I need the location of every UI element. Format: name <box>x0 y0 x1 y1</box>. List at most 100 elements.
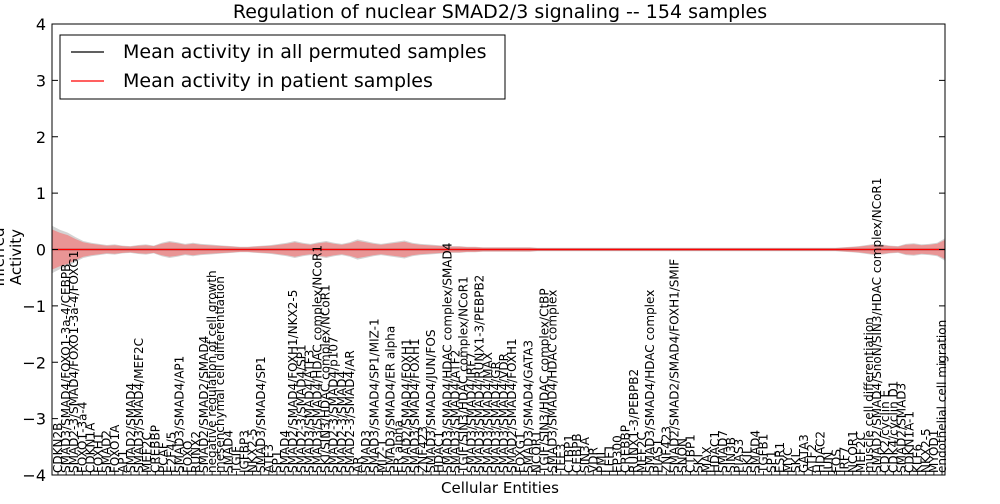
x-tick-label: IRF7 <box>838 447 852 473</box>
x-tick-label: ER alpha <box>392 420 406 473</box>
x-tick-label: CDKN2B <box>51 423 65 473</box>
x-tick-label: CREBBP <box>148 425 162 473</box>
x-tick-label: FOXO1A <box>108 424 122 473</box>
x-tick-label: SMAD2-3/SMAD4 <box>335 371 349 473</box>
x-tick-label: ESR1 <box>773 442 787 473</box>
x-tick-label: SMAD3/SMAD4/JUN/FOS <box>424 329 438 473</box>
y-axis-label: Inferred Activity <box>0 227 25 287</box>
x-axis-label: Cellular Entities <box>441 479 559 497</box>
x-tick-label: HDAC2 <box>813 431 827 473</box>
x-tick-label: mesenchymal cell differentiation <box>213 276 227 473</box>
x-tick-label: LEF1 <box>603 444 617 473</box>
x-tick-label: TGFB1 <box>757 434 771 474</box>
x-tick-label: NKX2-5 <box>246 428 260 473</box>
x-tick-label: SMAD3/SMAD4/ER alpha <box>384 326 398 473</box>
x-tick-label: SMAD3/SMAD4/VDR <box>497 353 511 473</box>
x-tick-label: IGFBP3 <box>238 430 252 473</box>
x-tick-label: JUN <box>822 452 836 474</box>
x-tick-label: HDAC1 <box>708 431 722 473</box>
x-tick-label: MEF2C <box>854 432 868 473</box>
x-tick-label: SMAD3/SMAD4/IRF7 <box>465 352 479 473</box>
x-tick-label: CTBP1 <box>684 434 698 473</box>
x-tick-label: FOXH1 <box>92 433 106 473</box>
y-tick-label: −2 <box>22 353 46 372</box>
x-tick-label: ZNF423 <box>659 426 673 473</box>
x-tick-label: SMAD3/SMAD4/SP1/MIZ-1 <box>367 318 381 473</box>
y-tick-label: 3 <box>36 71 46 90</box>
x-tick-label: muscle cell differentiation <box>862 317 876 473</box>
x-tick-label: AP1 <box>116 450 130 473</box>
x-tick-label: SKI <box>789 454 803 473</box>
x-tick-label: SMAD2-3/SMAD4/AR <box>343 350 357 473</box>
x-tick-label: SMAD7 <box>716 430 730 473</box>
x-tick-label: SP1 <box>270 451 284 474</box>
x-tick-label: SMAD4 <box>749 430 763 473</box>
x-tick-label: FOXG1 <box>513 432 527 473</box>
x-tick-label: CDK4/cyclin D1 <box>886 381 900 473</box>
x-tick-label: PCAF <box>156 442 170 473</box>
x-tick-label: TGIF/SIN3/HDAC complex/NCoR1 <box>457 276 471 474</box>
x-tick-label: SMAD2 <box>100 430 114 473</box>
plot-frame <box>51 23 946 476</box>
x-tick-label: SMAD3 <box>359 430 373 473</box>
x-tick-label: SKI <box>692 454 706 473</box>
x-tick-label: MIZ-1 <box>375 439 389 473</box>
x-tick-label: NCOR1 <box>530 430 544 473</box>
x-tick-label: SNON <box>676 438 690 473</box>
x-tick-label: VDR <box>586 447 600 473</box>
x-tick-label: SMAD2/SMAD2/SMAD4/FOXH1/SMIF <box>667 259 681 473</box>
x-tick-label: SMAD2/SMAD4/FOXH1 <box>505 338 519 473</box>
x-tick-label: MYOD1 <box>927 430 941 473</box>
x-tick-label: SMAD3/SMAD4/HDAC complex <box>546 290 560 473</box>
y-tick-label: −1 <box>22 297 46 316</box>
legend-box <box>59 34 506 100</box>
x-tick-label: SMAD3/SMAD4/HDAC complex/SMAD4 <box>440 243 454 473</box>
y-tick-label: −3 <box>22 410 46 429</box>
x-tick-label: SIN3B <box>724 437 738 473</box>
x-tick-label: MYC <box>781 448 795 473</box>
y-tick-label: 0 <box>36 241 46 260</box>
x-tick-label: SMAD2/SMAD2/SMAD4 <box>197 336 211 473</box>
x-tick-label: FOS <box>830 449 844 473</box>
x-tick-label: SMAD3/SMAD4/AP1 <box>173 356 187 473</box>
x-tick-label: TGIF <box>229 446 243 474</box>
x-tick-label: SMAD4 <box>278 430 292 473</box>
x-tick-label: SMAD4 <box>221 430 235 473</box>
x-tick-label: TFE3 <box>554 444 568 474</box>
x-tick-label: SMAD3/SMAD4/ATF3 <box>302 350 316 473</box>
x-tick-label: SMAD3/SMAD4/HDAC complex/NCoR1 <box>311 245 325 473</box>
x-tick-label: ATF3 <box>262 444 276 473</box>
x-tick-label: SMAD2-3/SMAD4/p107 <box>327 336 341 473</box>
legend-label: Mean activity in all permuted samples <box>123 41 486 63</box>
x-tick-label: E2F4/5 <box>165 432 179 473</box>
x-tick-label: negative regulation of cell growth <box>205 270 219 473</box>
x-tick-label: MAX <box>700 446 714 473</box>
chart-title: Regulation of nuclear SMAD2/3 signaling … <box>232 1 768 23</box>
x-tick-label: RUNX2 <box>189 431 203 473</box>
x-tick-label: SMAD2/SMAD4 <box>124 383 138 473</box>
y-tick-label: −4 <box>22 466 46 485</box>
x-tick-label: NKX2-5 <box>919 428 933 473</box>
y-tick-label: 2 <box>36 128 46 147</box>
x-tick-label: AR <box>351 456 365 473</box>
x-tick-label: CDKN1A <box>83 422 97 473</box>
legend-label: Mean activity in patient samples <box>123 70 433 92</box>
x-tick-label: RUNX1-3/PEBPB2 <box>627 369 641 473</box>
x-tick-label: SMAD2/SMAD4/SnoN/SIN3/HDAC complex/NCoR1 <box>870 178 884 473</box>
x-tick-label: GATA3 <box>797 434 811 473</box>
x-tick-label: PIAS1 <box>651 439 665 473</box>
x-tick-label: SMAD2-3/SMAD4/SP1 <box>294 344 308 473</box>
x-tick-label: ZNF423 <box>416 426 430 473</box>
x-tick-label: FOXO <box>181 441 195 473</box>
x-tick-label: SMAD2/SMAD4/FOXH1 <box>400 338 414 473</box>
x-tick-label: PIAS3 <box>732 439 746 473</box>
x-tick-label: HDAC1 <box>432 431 446 473</box>
x-tick-label: MEF2C <box>140 432 154 473</box>
x-tick-label: TGIF/SIN3/HDAC complex/CtBP <box>538 288 552 474</box>
x-tick-label: SKIL <box>740 447 754 473</box>
x-tick-label: PML <box>594 448 608 473</box>
x-tick-label: SMAD3/SMAD4/MEF2C <box>132 338 146 473</box>
x-tick-label: SMAD3/SMAD4/SP1 <box>254 356 268 473</box>
